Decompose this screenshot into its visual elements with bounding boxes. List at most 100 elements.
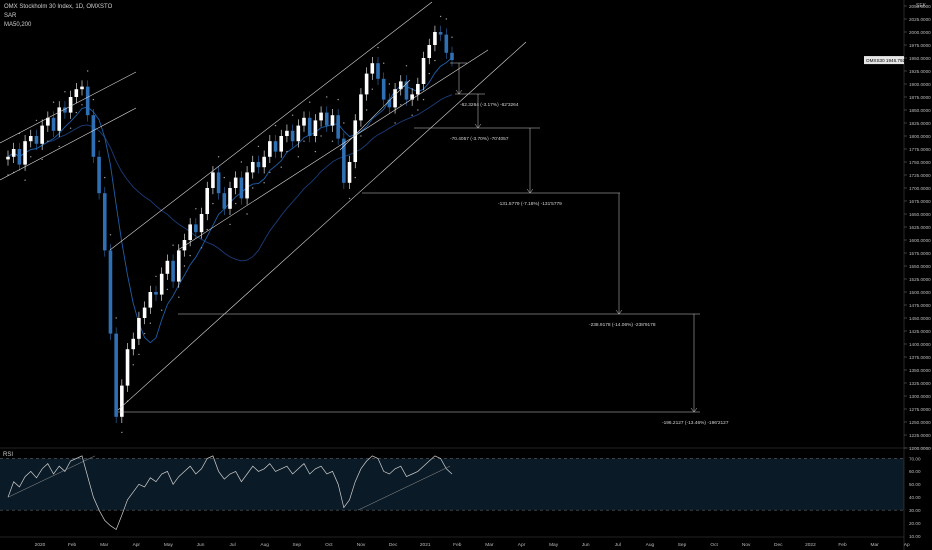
candle-body (290, 130, 295, 142)
price-tick-label: 1975.0000 (909, 43, 931, 48)
sar-dot (121, 431, 123, 434)
candle-body (97, 156, 101, 194)
time-tick-label: May (164, 542, 174, 548)
price-tick-label: 1925.0000 (909, 69, 931, 74)
sar-dot (252, 187, 254, 189)
candle-body (421, 58, 426, 84)
price-tick-label: 1325.0000 (909, 381, 931, 386)
price-tick-label: 1550.0000 (909, 264, 931, 269)
legend-sar: SAR (4, 13, 17, 19)
sar-dot (297, 156, 300, 158)
rsi-trendline (7, 455, 96, 498)
sar-dot (104, 176, 106, 179)
candle-body (154, 292, 158, 295)
price-tick-label: 1350.0000 (909, 368, 931, 373)
sar-dot (47, 140, 49, 142)
measure-label: -196.2127 (-13.46%) -196'2127 (662, 420, 729, 426)
candle-body (250, 162, 255, 173)
price-tick-label: 1775.0000 (909, 147, 931, 152)
time-tick-label: Mar (100, 542, 109, 548)
price-tick-label: 2050.0000 (909, 4, 931, 9)
candle-body (285, 130, 289, 136)
sar-dot (212, 202, 214, 205)
sar-dot (320, 135, 322, 137)
sar-dot (143, 332, 146, 335)
candle-body (222, 193, 227, 209)
candle-body (296, 125, 301, 142)
channel-line (339, 79, 411, 151)
time-tick-label: 2021 (420, 542, 431, 548)
candle-body (125, 349, 130, 386)
price-badge: OMXS30 1946.7927 (864, 56, 908, 65)
price-tick-label: 1300.0000 (909, 394, 931, 399)
sar-dot (354, 176, 356, 179)
candle-body (114, 333, 118, 417)
time-tick-label: Nov (357, 542, 366, 548)
sar-dot (269, 171, 271, 174)
price-tick-label: 1525.0000 (909, 277, 931, 282)
sar-dot (115, 317, 117, 319)
rsi-tick-label: 30.00 (909, 508, 921, 513)
price-badge-box (864, 56, 904, 65)
candle-body (182, 240, 187, 251)
chart-legend: OMX Stockholm 30 Index, 1D, OMXSTO SAR M… (4, 3, 112, 30)
sar-dot (291, 114, 294, 116)
price-axis: 2050.0000 2025.0000 2000.0000 1975.0000 1950… (903, 0, 931, 550)
candle-body (165, 260, 170, 274)
rsi-line (7, 455, 453, 531)
candle-body (194, 224, 198, 233)
sar-dot (274, 124, 277, 127)
candle-body (444, 34, 449, 53)
sar-dot (81, 104, 83, 106)
sar-dot (229, 223, 231, 226)
sar-dot (195, 208, 197, 210)
rsi-band (0, 458, 904, 511)
time-tick-label: 2022 (805, 542, 816, 548)
candle-body (233, 177, 238, 188)
candle-body (256, 162, 261, 168)
ma200-series (7, 94, 453, 262)
sar-dot (286, 150, 288, 153)
price-tick-label: 1400.0000 (909, 342, 931, 347)
sar-dot (308, 101, 311, 103)
sar-dot (280, 166, 282, 168)
candle-body (410, 94, 414, 100)
price-tick-label: 1250.0000 (909, 420, 931, 425)
candle-body (404, 81, 409, 100)
candle-body (381, 78, 386, 100)
time-tick-label: Dec (774, 542, 783, 548)
price-tick-label: 1450.0000 (909, 316, 931, 321)
time-tick-label: Jun (582, 542, 590, 548)
time-tick-label: Feb (453, 542, 462, 548)
price-tick-label: 1375.0000 (909, 355, 931, 360)
time-tick-label: Ap (904, 542, 910, 548)
candle-body (46, 117, 50, 126)
time-tick-label: Aug (260, 542, 269, 548)
sar-dot (263, 182, 265, 184)
sar-dot (434, 59, 436, 62)
price-tick-label: 1875.0000 (909, 95, 931, 100)
sar-dot (178, 296, 180, 298)
time-tick-label: Feb (68, 542, 77, 548)
candle-body (307, 117, 312, 136)
sar-dot (41, 158, 43, 161)
time-tick-label: Oct (710, 542, 718, 548)
price-tick-label: 2000.0000 (909, 30, 931, 35)
candle-body (387, 99, 392, 108)
rsi-tick-label: 50.00 (909, 482, 921, 487)
candle-body (40, 125, 44, 144)
price-tick-label: 1225.0000 (909, 433, 931, 438)
candle-body (313, 120, 318, 136)
sar-dot (303, 140, 305, 142)
price-tick-label: 1650.0000 (909, 212, 931, 217)
price-tick-label: 1700.0000 (909, 186, 931, 191)
sar-dot (206, 228, 208, 231)
price-badge-text: OMXS30 1946.7927 (866, 58, 908, 63)
candle-body (438, 32, 443, 35)
price-tick-label: 1950.0000 (909, 56, 931, 61)
rsi-tick-label: 40.00 (909, 495, 921, 500)
price-tick-label: 1500.0000 (909, 290, 931, 295)
time-tick-label: Aug (646, 542, 655, 548)
candle-body (51, 117, 56, 131)
sar-dot (360, 135, 362, 137)
